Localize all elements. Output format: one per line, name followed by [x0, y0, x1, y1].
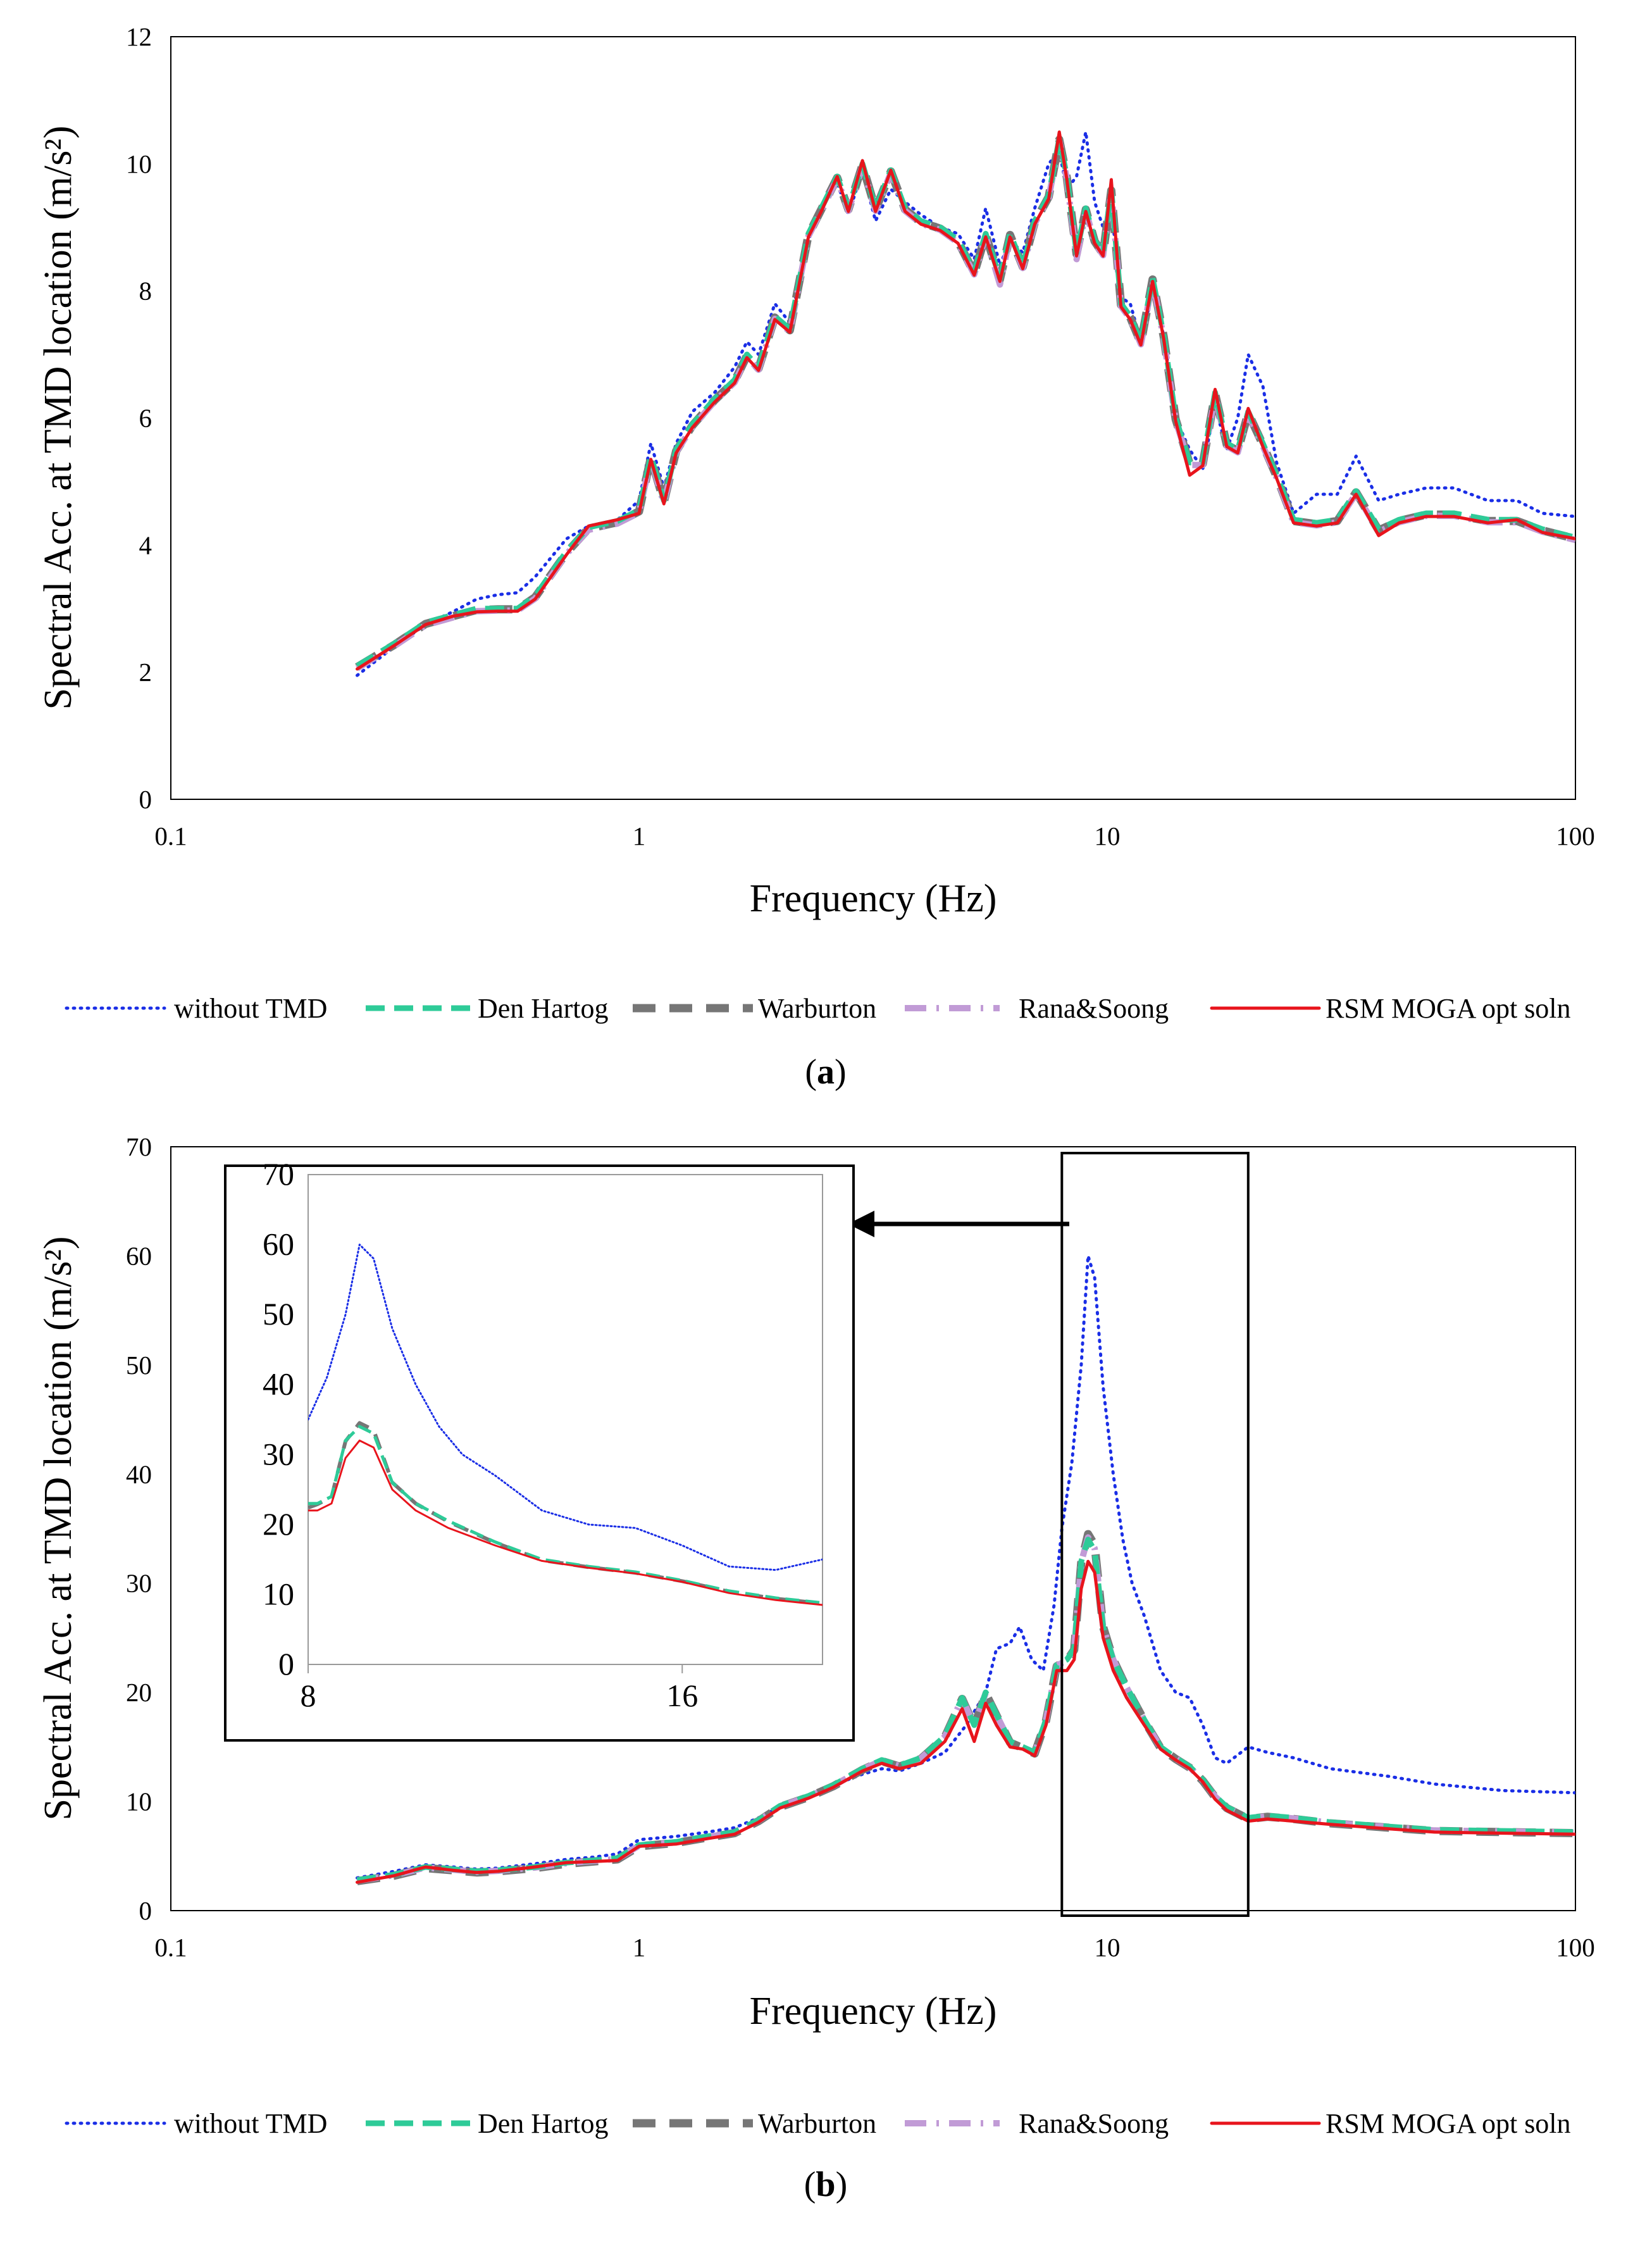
- chart-a-ytick-label: 10: [126, 149, 152, 178]
- chart-b-y-ticks: 0 10 20 30 40 50 60 70: [126, 1132, 152, 1925]
- chart-a-series: [355, 130, 1575, 677]
- chart-b-x-ticks: 0.1 1 10 100: [154, 1933, 1594, 1962]
- chart-b-legend-label-warburton: Warburton: [758, 2108, 876, 2139]
- chart-a-plot-frame: [170, 36, 1576, 800]
- inset-ytick-label: 0: [278, 1646, 294, 1682]
- chart-a-legend-label-rsm-moga-opt-soln: RSM MOGA opt soln: [1326, 993, 1571, 1024]
- inset-line-den-hartog: [308, 1425, 823, 1605]
- chart-b-ytick-label: 50: [126, 1351, 152, 1380]
- chart-b-panel-label: (b): [804, 2165, 847, 2204]
- chart-a-ytick-label: 2: [139, 658, 152, 687]
- inset-ytick-label: 70: [263, 1156, 294, 1192]
- chart-b-legend: without TMD Den Hartog Warburton Rana&Soong…: [65, 2108, 1571, 2139]
- inset-ytick-label: 20: [263, 1506, 294, 1542]
- chart-b-ytick-label: 60: [126, 1241, 152, 1270]
- chart-a-line-without-tmd: [356, 130, 1575, 677]
- inset-x-ticks: 8 16: [301, 1664, 698, 1713]
- chart-b-inset: 0 10 20 30 40 50 60 70 8 16: [224, 1156, 855, 1742]
- chart-a-xlabel: Frequency (Hz): [750, 877, 997, 920]
- inset-ytick-label: 50: [263, 1296, 294, 1332]
- chart-a-y-ticks: 0 2 4 6 8 10 12: [126, 22, 152, 814]
- chart-a-xtick-label: 1: [633, 821, 646, 851]
- chart-b-xtick-label: 0.1: [154, 1933, 187, 1962]
- chart-a-legend-label-rana-soong: Rana&Soong: [1019, 993, 1169, 1024]
- chart-b-legend-label-den-hartog: Den Hartog: [478, 2108, 609, 2139]
- chart-b-ylabel: Spectral Acc. at TMD location (m/s²): [37, 1236, 80, 1820]
- chart-b-xtick-label: 1: [633, 1933, 646, 1962]
- chart-b-ytick-label: 30: [126, 1569, 152, 1598]
- chart-b-ytick-label: 70: [126, 1132, 152, 1161]
- inset-series: [308, 1244, 823, 1606]
- chart-b: 0 10 20 30 40 50 60 70 0.1 1 10 100 0 10 20 30 40 50 60 7…: [37, 1132, 1595, 2204]
- chart-a-line-den-hartog: [356, 135, 1575, 668]
- chart-a-legend: without TMD Den Hartog Warburton Rana&Soong…: [65, 993, 1571, 1024]
- chart-b-ytick-label: 10: [126, 1787, 152, 1816]
- chart-b-line-without-tmd: [356, 1254, 1575, 1880]
- chart-b-legend-label-without-tmd: without TMD: [174, 2108, 327, 2139]
- chart-a-ytick-label: 12: [126, 22, 152, 51]
- chart-b-ytick-label: 20: [126, 1678, 152, 1707]
- chart-b-series: [356, 1254, 1575, 1885]
- inset-line-rsm-moga-opt-soln: [308, 1439, 823, 1606]
- chart-a-legend-label-den-hartog: Den Hartog: [478, 993, 609, 1024]
- chart-a-ytick-label: 8: [139, 277, 152, 306]
- chart-b-line-den-hartog: [356, 1537, 1575, 1883]
- inset-ytick-label: 30: [263, 1436, 294, 1471]
- chart-b-legend-label-rana-soong: Rana&Soong: [1019, 2108, 1169, 2139]
- chart-b-zoom-arrowhead: [848, 1211, 874, 1237]
- chart-a-line-rsm-moga-opt-soln: [356, 130, 1575, 671]
- chart-a-legend-label-warburton: Warburton: [758, 993, 876, 1024]
- chart-a-xtick-label: 0.1: [154, 821, 187, 851]
- chart-b-plot-frame: [170, 1146, 1576, 1911]
- chart-a-ytick-label: 0: [139, 785, 152, 814]
- inset-xtick-label: 16: [666, 1678, 698, 1713]
- chart-a-x-ticks: 0.1 1 10 100: [154, 821, 1594, 851]
- chart-b-line-rsm-moga-opt-soln: [356, 1559, 1575, 1884]
- chart-a: 0 2 4 6 8 10 12 0.1 1 10 100 Frequency (Hz) Spect…: [37, 22, 1595, 1092]
- chart-b-xtick-label: 100: [1556, 1933, 1595, 1962]
- chart-b-xtick-label: 10: [1095, 1933, 1121, 1962]
- chart-b-xlabel: Frequency (Hz): [750, 1990, 997, 2033]
- chart-b-panel-letter: b: [816, 2165, 835, 2204]
- chart-b-zoom-box: [1060, 1152, 1250, 1917]
- inset-xtick-label: 8: [301, 1678, 316, 1713]
- chart-b-ytick-label: 40: [126, 1459, 152, 1488]
- chart-a-ytick-label: 4: [139, 530, 152, 559]
- chart-a-ytick-label: 6: [139, 404, 152, 433]
- chart-b-ytick-label: 0: [139, 1896, 152, 1925]
- inset-ytick-label: 40: [263, 1366, 294, 1402]
- chart-b-legend-label-rsm-moga-opt-soln: RSM MOGA opt soln: [1326, 2108, 1571, 2139]
- inset-outer-frame: [224, 1164, 855, 1742]
- chart-a-xtick-label: 10: [1095, 821, 1121, 851]
- chart-a-legend-label-without-tmd: without TMD: [174, 993, 327, 1024]
- inset-line-without-tmd: [308, 1244, 823, 1571]
- chart-a-xtick-label: 100: [1556, 821, 1595, 851]
- chart-a-ylabel: Spectral Acc. at TMD location (m/s²): [37, 125, 80, 709]
- inset-y-ticks: 0 10 20 30 40 50 60 70: [263, 1156, 294, 1682]
- chart-a-panel-label: (a): [805, 1052, 846, 1092]
- chart-a-panel-letter: a: [817, 1052, 835, 1092]
- inset-ytick-label: 10: [263, 1576, 294, 1611]
- inset-ytick-label: 60: [263, 1226, 294, 1262]
